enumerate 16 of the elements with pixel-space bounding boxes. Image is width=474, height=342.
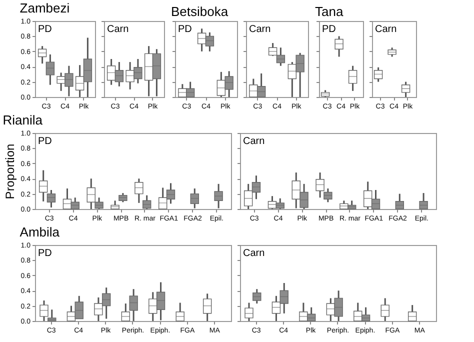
annotation: PD xyxy=(38,248,52,259)
annotation: Carn xyxy=(249,24,271,35)
annotation: Carn xyxy=(243,248,265,259)
y-axis-title: Proportion xyxy=(2,144,17,200)
annotation: PD xyxy=(178,24,192,35)
chart-title: Zambezi xyxy=(20,0,70,16)
chart-title: Rianila xyxy=(2,112,44,128)
annotation: Carn xyxy=(243,136,265,147)
chart-title: Ambila xyxy=(20,224,60,240)
annotation: Carn xyxy=(375,24,397,35)
annotation: PD xyxy=(38,24,52,35)
annotation: PD xyxy=(38,136,52,147)
annotation: PD xyxy=(322,24,336,35)
chart-title: Betsiboka xyxy=(171,4,229,19)
chart-title: Tana xyxy=(315,4,344,19)
annotation: Carn xyxy=(107,24,129,35)
